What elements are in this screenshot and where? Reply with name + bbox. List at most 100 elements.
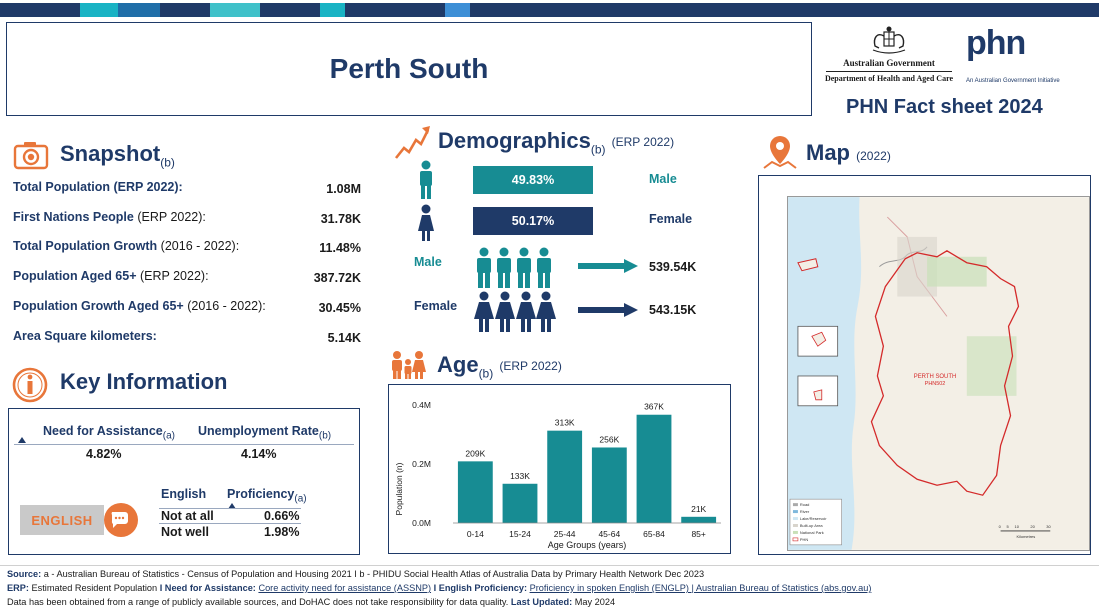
map-scale: 0 5 10 20 30 Kilometres bbox=[999, 524, 1052, 539]
coat-of-arms-icon bbox=[872, 26, 906, 54]
male-person-icon bbox=[416, 160, 436, 205]
snapshot-sub: (b) bbox=[160, 155, 175, 170]
key-info-box bbox=[8, 408, 360, 555]
male-group-icon bbox=[474, 247, 554, 294]
male-group-label: Male bbox=[414, 255, 442, 269]
snapshot-item-value: 31.78K bbox=[320, 212, 361, 226]
snapshot-item-value: 11.48% bbox=[319, 241, 361, 255]
x-tick-label: 65-84 bbox=[643, 529, 665, 539]
female-label: Female bbox=[649, 212, 693, 226]
age-bar-chart: 209K 0-14 133K 15-24 313K 25-44 256K 45-64 367K 6… bbox=[394, 400, 721, 550]
female-person-icon bbox=[416, 204, 436, 247]
proficiency-link[interactable]: Proficiency in spoken English (ENGLP) | … bbox=[529, 583, 872, 593]
map-legend: Road River Lake/Reservoir Built-up Area … bbox=[800, 502, 827, 542]
bar-data-label: 313K bbox=[555, 418, 575, 428]
bar-data-label: 367K bbox=[644, 402, 664, 412]
trend-up-icon bbox=[394, 124, 432, 162]
snapshot-item-label: Population Aged 65+ (ERP 2022): bbox=[13, 269, 209, 283]
divider bbox=[159, 523, 301, 524]
info-icon bbox=[11, 366, 49, 404]
snapshot-item-label: Total Population (ERP 2022): bbox=[13, 180, 183, 194]
svg-text:PHN: PHN bbox=[800, 537, 809, 542]
english-badge: ENGLISH bbox=[20, 505, 104, 535]
camera-icon bbox=[13, 140, 49, 170]
bar-data-label: 256K bbox=[599, 434, 619, 444]
svg-text:Built-up Area: Built-up Area bbox=[800, 523, 824, 528]
snapshot-item-value: 5.14K bbox=[327, 331, 361, 345]
x-tick-label: 25-44 bbox=[554, 529, 576, 539]
snapshot-item-value: 1.08M bbox=[326, 182, 361, 196]
gov-name: Australian Government bbox=[843, 58, 935, 68]
english-col-header: English bbox=[161, 487, 207, 501]
age-bar bbox=[591, 447, 627, 523]
svg-text:30: 30 bbox=[1046, 524, 1051, 529]
map-pin-icon bbox=[760, 132, 800, 177]
assistance-label: Need for Assistance(a) bbox=[43, 424, 175, 442]
snapshot-item-value: 30.45% bbox=[318, 301, 361, 315]
age-bar bbox=[681, 516, 717, 523]
male-arrow-icon bbox=[578, 259, 638, 278]
bar-data-label: 133K bbox=[510, 471, 530, 481]
assistance-link[interactable]: Core activity need for assistance (ASSNP… bbox=[258, 583, 432, 593]
female-count: 543.15K bbox=[649, 303, 697, 317]
x-tick-label: 0-14 bbox=[467, 529, 484, 539]
australian-government-logo: Australian Government Department of Heal… bbox=[824, 26, 954, 88]
region-label: PERTH SOUTH bbox=[914, 374, 957, 380]
proficiency-row-label: Not at all bbox=[161, 509, 214, 523]
y-axis-label: Population (n) bbox=[394, 462, 404, 515]
age-bar bbox=[547, 430, 583, 523]
svg-text:5: 5 bbox=[1007, 524, 1010, 529]
key-info-title: Key Information bbox=[60, 369, 228, 394]
y-tick-label: 0.0M bbox=[412, 518, 431, 528]
english-badge-text: ENGLISH bbox=[31, 512, 93, 528]
female-group-label: Female bbox=[414, 299, 458, 313]
unemployment-value: 4.14% bbox=[241, 447, 277, 461]
page-title-box: Perth South bbox=[6, 22, 812, 116]
top-color-bar bbox=[0, 3, 1099, 17]
svg-text:0: 0 bbox=[999, 524, 1002, 529]
y-tick-label: 0.4M bbox=[412, 400, 431, 410]
age-bar bbox=[502, 483, 538, 523]
bar-data-label: 21K bbox=[691, 504, 706, 514]
map-box: PERTH SOUTH PHN502 Road River Lake/Reser… bbox=[758, 175, 1091, 555]
svg-text:Lake/Reservoir: Lake/Reservoir bbox=[800, 516, 827, 521]
svg-text:Kilometres: Kilometres bbox=[1016, 534, 1035, 539]
snapshot-item-label: First Nations People (ERP 2022): bbox=[13, 210, 206, 224]
footer-disclaimer: Data has been obtained from a range of p… bbox=[7, 597, 616, 607]
female-group-icon bbox=[474, 291, 556, 338]
phn-logo: phn An Australian Government Initiative bbox=[966, 24, 1066, 84]
female-percent-bar: 50.17% bbox=[473, 207, 593, 235]
demographics-heading: Demographics(b) (ERP 2022) bbox=[438, 128, 675, 157]
assistance-value: 4.82% bbox=[86, 447, 122, 461]
snapshot-item-value: 387.72K bbox=[313, 271, 361, 285]
male-count: 539.54K bbox=[649, 260, 697, 274]
divider bbox=[159, 508, 301, 509]
x-tick-label: 45-64 bbox=[598, 529, 620, 539]
map-heading: Map (2022) bbox=[806, 140, 891, 165]
x-axis-label: Age Groups (years) bbox=[548, 540, 627, 550]
region-code: PHN502 bbox=[925, 381, 946, 387]
family-icon bbox=[390, 350, 426, 385]
factsheet-title: PHN Fact sheet 2024 bbox=[846, 96, 1043, 118]
proficiency-row-value: 1.98% bbox=[264, 525, 300, 539]
footer-source: Source: a - Australian Bureau of Statist… bbox=[7, 569, 705, 579]
proficiency-col-header: Proficiency(a) bbox=[227, 487, 307, 505]
snapshot-title: Snapshot bbox=[60, 141, 161, 166]
x-tick-label: 15-24 bbox=[509, 529, 531, 539]
footer-divider bbox=[0, 565, 1099, 566]
proficiency-row-label: Not well bbox=[161, 525, 209, 539]
snapshot-heading: Snapshot(b) bbox=[60, 141, 175, 169]
svg-text:National Park: National Park bbox=[800, 530, 824, 535]
phn-tagline: An Australian Government Initiative bbox=[966, 78, 1060, 84]
snapshot-item-label: Total Population Growth (2016 - 2022): bbox=[13, 239, 240, 253]
proficiency-row-value: 0.66% bbox=[264, 509, 300, 523]
triangle-icon bbox=[228, 503, 236, 509]
divider bbox=[14, 444, 354, 445]
page-title: Perth South bbox=[329, 53, 489, 84]
age-bar bbox=[457, 461, 493, 523]
triangle-icon bbox=[18, 437, 26, 443]
svg-text:River: River bbox=[800, 509, 810, 514]
unemployment-label: Unemployment Rate(b) bbox=[198, 424, 332, 442]
age-bar bbox=[636, 414, 672, 523]
speech-icon bbox=[104, 503, 138, 537]
